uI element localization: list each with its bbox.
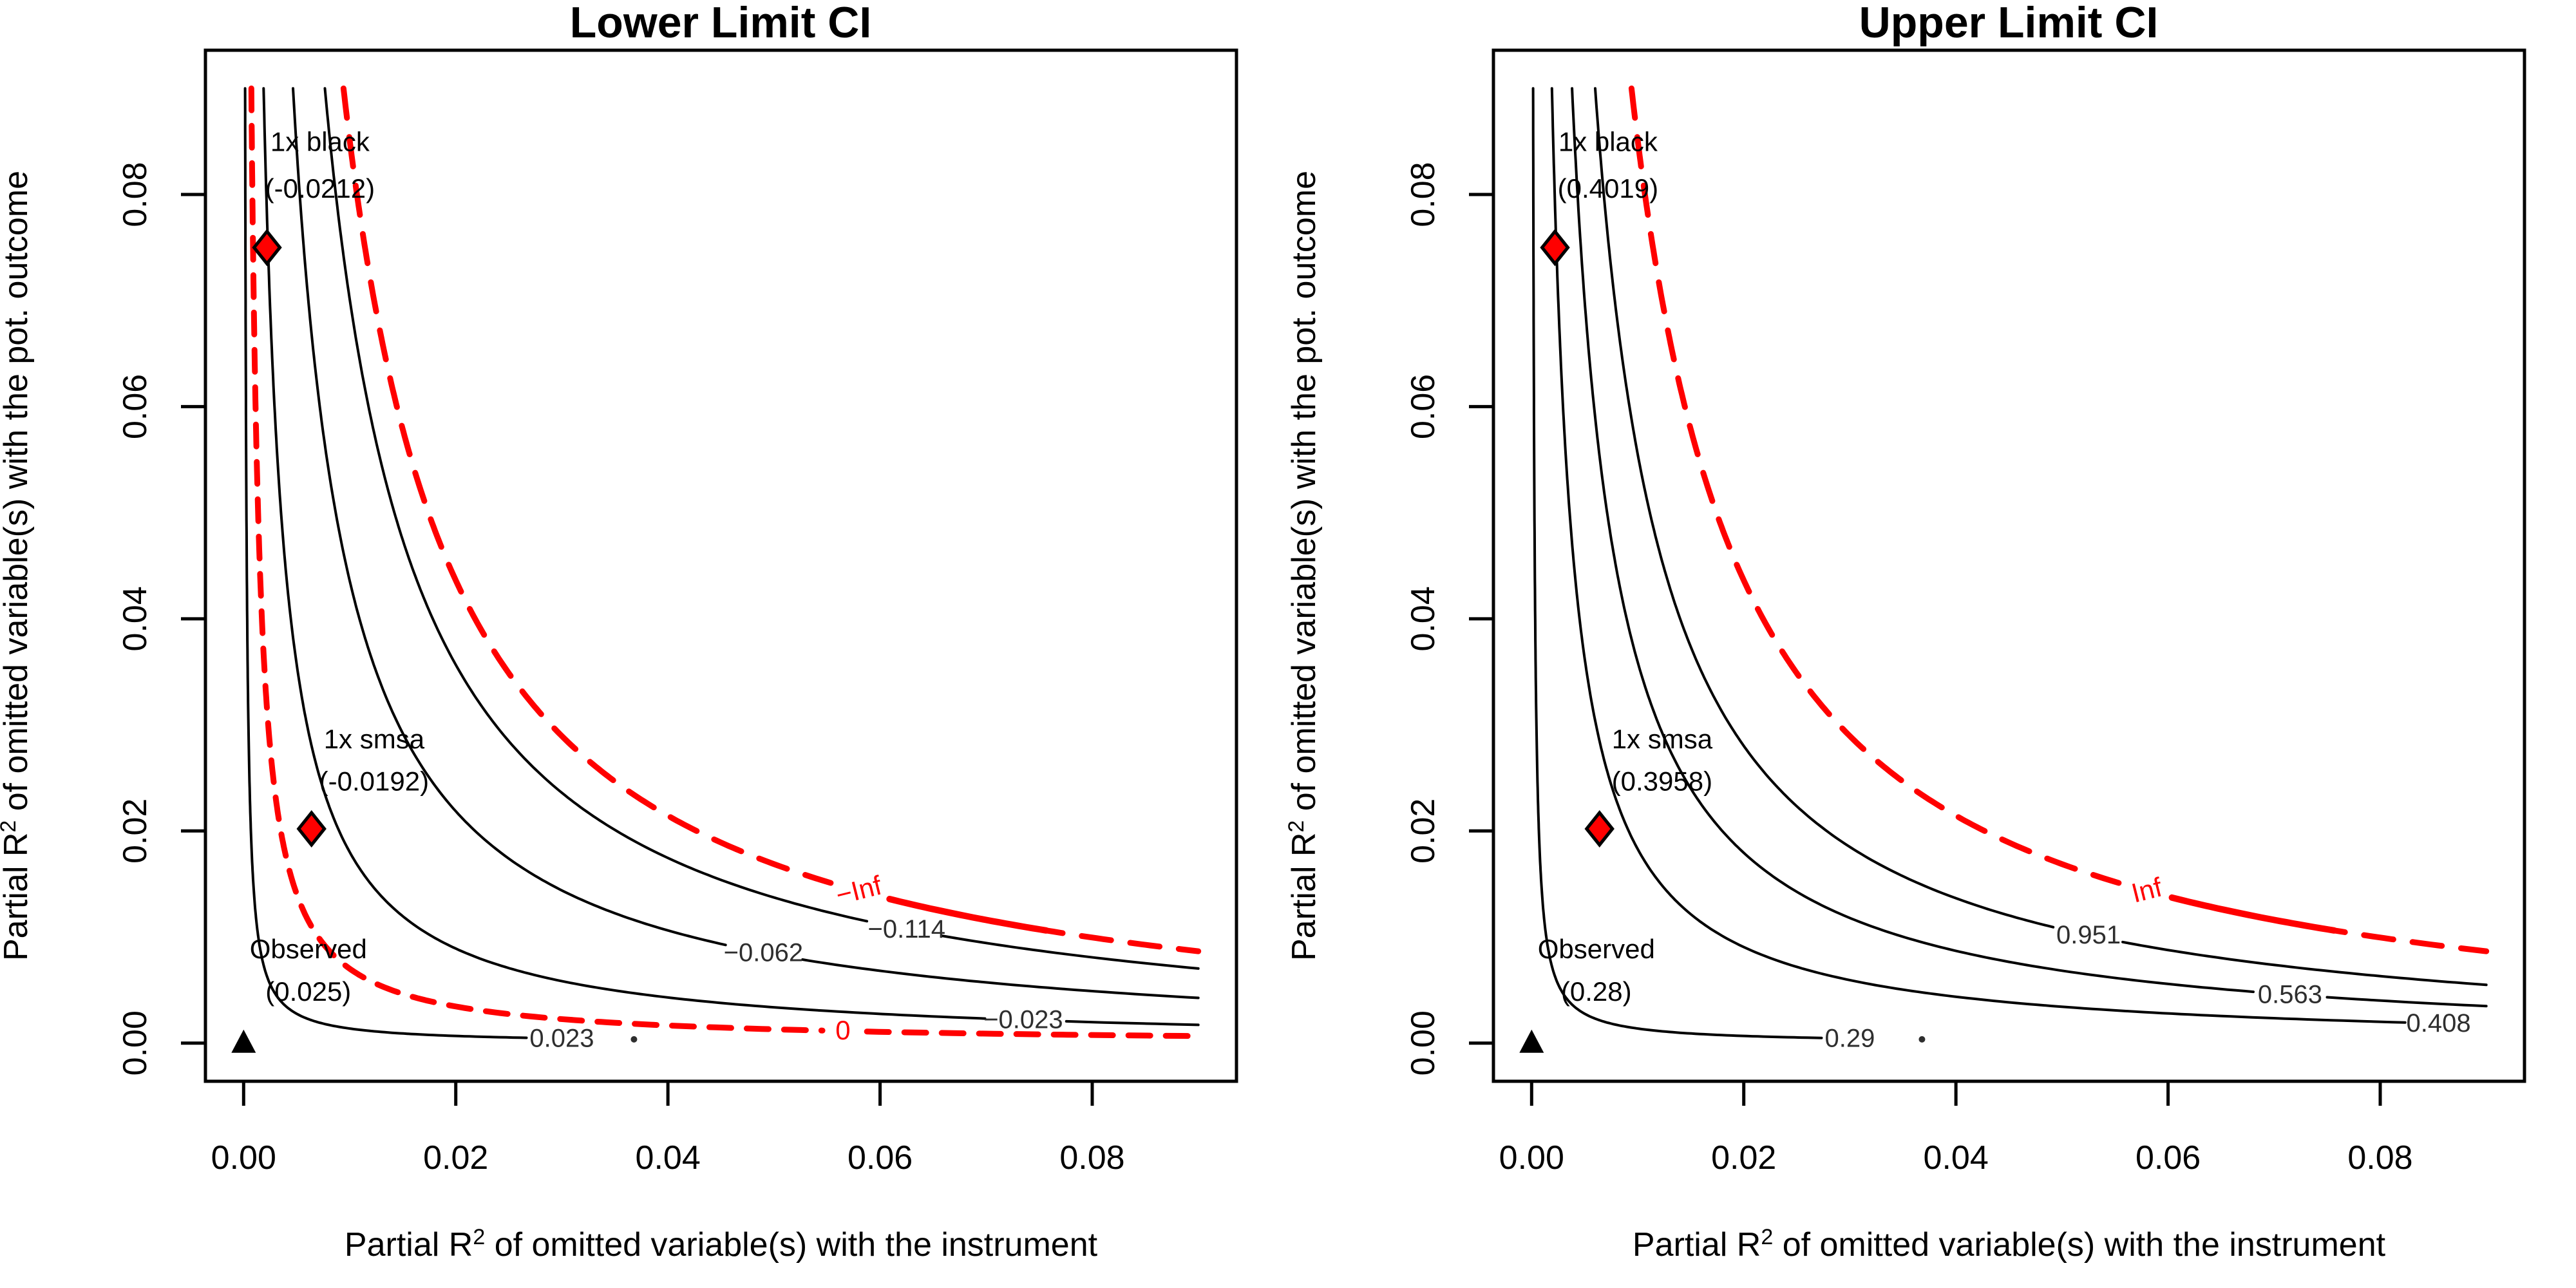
y-tick-label: 0.06 <box>1405 374 1442 439</box>
benchmark-label-1-line1: 1x black <box>270 126 370 156</box>
x-axis-title: Partial R2 of omitted variable(s) with t… <box>345 1225 1098 1264</box>
contour-line-−Inf <box>340 85 834 886</box>
contour-line-0.951 <box>1594 87 2055 929</box>
benchmark-diamond-1 <box>252 229 282 267</box>
contour-line-−0.062 <box>292 87 727 947</box>
x-tick-label: 0.06 <box>2136 1139 2201 1177</box>
benchmark-diamond-2 <box>296 810 327 848</box>
benchmark-diamond-2 <box>1584 810 1615 848</box>
x-tick-label: 0.08 <box>1059 1139 1124 1177</box>
x-tick-label: 0.04 <box>1924 1139 1989 1177</box>
plot-box <box>204 48 1238 1083</box>
y-tick-label: 0.00 <box>117 1010 154 1075</box>
contour-label-0.408: 0.408 <box>2407 1009 2471 1037</box>
y-tick-label: 0.00 <box>1405 1010 1442 1075</box>
benchmark-label-2-line2: (-0.0192) <box>319 766 429 797</box>
contour-line-0 <box>248 85 826 1034</box>
x-tick-label: 0.04 <box>636 1139 701 1177</box>
contour-line-−0.023 <box>1065 1019 1200 1027</box>
benchmark-label-1-line1: 1x black <box>1558 126 1658 156</box>
benchmark-label-1-line2: (0.4019) <box>1558 173 1658 204</box>
contour-line-0.408 <box>1550 87 2407 1024</box>
x-tick-label: 0.06 <box>848 1139 913 1177</box>
y-axis-title: Partial R2 of omitted variable(s) with t… <box>1284 171 1323 961</box>
contour-dot <box>1918 1036 1926 1043</box>
contour-label-Inf: Inf <box>2128 872 2165 909</box>
contour-label-−0.023: −0.023 <box>983 1006 1063 1034</box>
contour-label-0: 0 <box>835 1015 850 1045</box>
y-tick-label: 0.02 <box>117 799 154 864</box>
benchmark-label-1-line2: (-0.0212) <box>265 173 375 204</box>
contour-line-−Inf <box>886 896 1202 954</box>
contour-line-−0.062 <box>801 958 1200 999</box>
y-tick-label: 0.06 <box>117 374 154 439</box>
contour-line-−0.114 <box>323 87 869 923</box>
observed-triangle-marker <box>231 1029 256 1053</box>
contour-line-Inf <box>1628 85 2122 886</box>
contour-label-−0.062: −0.062 <box>724 938 803 967</box>
contour-label-0.023: 0.023 <box>529 1024 594 1052</box>
contour-label-0.951: 0.951 <box>2056 921 2121 949</box>
generated-chart-content: 0.00 0.02 0.04 0.06 0.08 0.00 0.02 0.04 0.06 0.08… <box>0 48 2526 1264</box>
y-tick-label: 0.08 <box>1405 162 1442 227</box>
x-tick-label: 0.08 <box>2347 1139 2412 1177</box>
y-tick-label: 0.04 <box>1405 586 1442 651</box>
contour-solid-segment <box>886 896 1050 934</box>
observed-label-line1: Observed <box>250 934 367 964</box>
x-tick-label: 0.02 <box>423 1139 488 1177</box>
plot-box <box>1492 48 2526 1083</box>
y-axis-title: Partial R2 of omitted variable(s) with t… <box>0 171 35 961</box>
observed-label-line1: Observed <box>1538 934 1655 964</box>
contour-line-0.951 <box>2121 940 2488 987</box>
panel-lower: 0.00 0.02 0.04 0.06 0.08 0.00 0.02 0.04 0.06 0.08… <box>0 48 1238 1264</box>
benchmark-diamond-1 <box>1540 229 1570 267</box>
y-tick-label: 0.08 <box>117 162 154 227</box>
contour-label-−0.114: −0.114 <box>867 915 945 943</box>
contour-label-0.29: 0.29 <box>1825 1024 1875 1052</box>
observed-triangle-marker <box>1519 1029 1544 1053</box>
panel-upper: 0.00 0.02 0.04 0.06 0.08 0.00 0.02 0.04 0.06 0.08… <box>1284 48 2526 1264</box>
contour-line-0.29 <box>1531 87 1823 1039</box>
benchmark-label-2-line1: 1x smsa <box>1612 724 1713 754</box>
right-panel-title: Upper Limit CI <box>1859 0 2159 47</box>
contour-line-0.023 <box>243 87 528 1039</box>
contour-line-0.563 <box>1571 87 2255 994</box>
x-tick-label: 0.00 <box>211 1139 276 1177</box>
contour-line-−0.023 <box>262 87 987 1020</box>
left-panel-title: Lower Limit CI <box>570 0 871 47</box>
contour-line-−0.114 <box>940 934 1200 970</box>
x-tick-label: 0.02 <box>1711 1139 1776 1177</box>
benchmark-label-2-line2: (0.3958) <box>1612 766 1712 797</box>
observed-label-line2: (0.025) <box>265 976 351 1007</box>
x-tick-label: 0.00 <box>1499 1139 1564 1177</box>
contour-solid-segment <box>2168 894 2338 934</box>
y-tick-label: 0.04 <box>117 586 154 651</box>
contour-dot <box>630 1036 638 1043</box>
observed-label-line2: (0.28) <box>1561 976 1632 1007</box>
benchmark-label-2-line1: 1x smsa <box>324 724 425 754</box>
contour-line-0 <box>864 1028 1202 1039</box>
contour-line-0.563 <box>2325 996 2488 1008</box>
y-tick-label: 0.02 <box>1405 799 1442 864</box>
contour-label-−Inf: −Inf <box>833 870 885 911</box>
x-axis-title: Partial R2 of omitted variable(s) with t… <box>1633 1225 2386 1264</box>
contour-label-0.563: 0.563 <box>2258 980 2322 1009</box>
